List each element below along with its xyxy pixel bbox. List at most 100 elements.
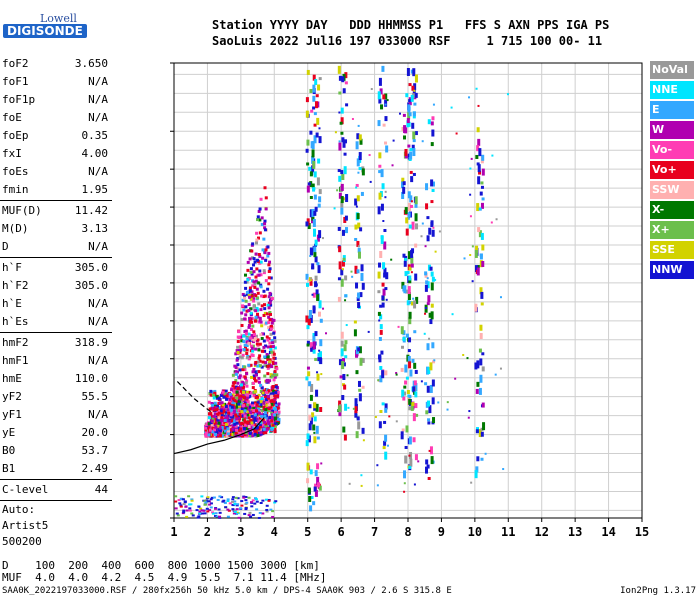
echo-point: [311, 149, 315, 158]
echo-point: [414, 403, 418, 409]
echo-point: [235, 417, 239, 421]
echo-point: [265, 335, 269, 339]
echo-point: [256, 218, 260, 222]
echo-point: [235, 415, 239, 419]
echo-point: [245, 379, 249, 383]
echo-point: [338, 400, 342, 406]
echo-point: [206, 496, 210, 499]
param-label: yE: [2, 426, 16, 439]
echo-point: [222, 405, 226, 409]
echo-point: [233, 419, 237, 423]
echo-point: [414, 92, 418, 98]
echo-point: [337, 277, 341, 281]
echo-point: [257, 376, 261, 380]
echo-point: [223, 429, 227, 433]
echo-point: [264, 361, 268, 365]
echo-point: [477, 104, 480, 107]
echo-point: [259, 432, 263, 436]
echo-point: [231, 393, 235, 397]
echo-point: [260, 324, 264, 328]
echo-point: [343, 166, 347, 175]
echo-point: [313, 112, 317, 116]
echo-point: [400, 367, 404, 372]
param-label: B0: [2, 444, 16, 457]
echo-point: [199, 507, 203, 510]
echo-point: [415, 296, 419, 304]
echo-point: [431, 116, 435, 121]
echo-point: [381, 282, 385, 287]
echo-point: [311, 412, 315, 418]
echo-point: [182, 509, 186, 512]
echo-point: [262, 345, 266, 349]
echo-point: [426, 464, 430, 469]
echo-point: [220, 411, 224, 415]
echo-point: [368, 154, 371, 157]
echo-point: [310, 109, 314, 113]
echo-point: [481, 366, 485, 372]
param-value: 11.42: [74, 204, 108, 217]
echo-point: [384, 99, 388, 107]
param-row: foEp 0.35: [0, 127, 112, 145]
echo-point: [215, 422, 219, 426]
echo-point: [235, 396, 239, 400]
echo-point: [427, 367, 431, 375]
logo-digisonde: DIGISONDE: [3, 24, 87, 38]
echo-point: [342, 257, 346, 261]
echo-point: [266, 338, 270, 342]
echo-point: [379, 329, 383, 335]
echo-point: [203, 500, 207, 503]
echo-point: [414, 273, 418, 281]
echo-point: [263, 355, 267, 359]
echo-point: [353, 329, 357, 337]
echo-point: [263, 186, 267, 190]
echo-point: [220, 413, 224, 417]
echo-point: [243, 317, 247, 321]
echo-point: [226, 498, 230, 501]
echo-point: [228, 426, 232, 430]
echo-point: [475, 245, 479, 253]
echo-point: [413, 483, 416, 486]
echo-point: [245, 409, 249, 413]
echo-point: [386, 444, 389, 447]
echo-point: [254, 315, 258, 319]
legend-item-sse: SSE: [650, 241, 694, 259]
echo-point: [245, 396, 249, 400]
echo-point: [257, 348, 261, 352]
echo-point: [232, 389, 236, 393]
echo-point: [317, 265, 321, 274]
echo-point: [268, 379, 272, 383]
echo-point: [214, 514, 218, 517]
echo-point: [310, 495, 314, 499]
echo-point: [248, 405, 252, 409]
echo-point: [263, 222, 267, 226]
echo-point: [224, 423, 228, 427]
echo-point: [258, 231, 262, 235]
echo-point: [204, 428, 208, 432]
echo-point: [402, 396, 406, 401]
legend-item-vo: Vo+: [650, 161, 694, 179]
echo-point: [408, 275, 412, 281]
echo-point: [312, 218, 316, 227]
echo-point: [268, 310, 272, 314]
echo-point: [356, 133, 360, 140]
echo-point: [357, 347, 361, 352]
echo-point: [249, 419, 253, 423]
echo-point: [240, 311, 244, 315]
echo-point: [409, 204, 413, 208]
echo-point: [253, 502, 257, 505]
echo-point: [263, 422, 267, 426]
echo-point: [250, 505, 254, 508]
echo-point: [239, 408, 243, 412]
echo-point: [402, 336, 406, 341]
echo-point: [313, 123, 317, 127]
echo-point: [256, 360, 260, 364]
echo-point: [227, 401, 231, 405]
echo-point: [235, 349, 239, 353]
echo-point: [259, 403, 263, 407]
echo-point: [233, 500, 237, 503]
echo-point: [249, 267, 253, 271]
param-label: h`E: [2, 297, 22, 310]
echo-point: [344, 294, 348, 298]
echo-point: [316, 463, 320, 470]
echo-point: [234, 426, 238, 430]
